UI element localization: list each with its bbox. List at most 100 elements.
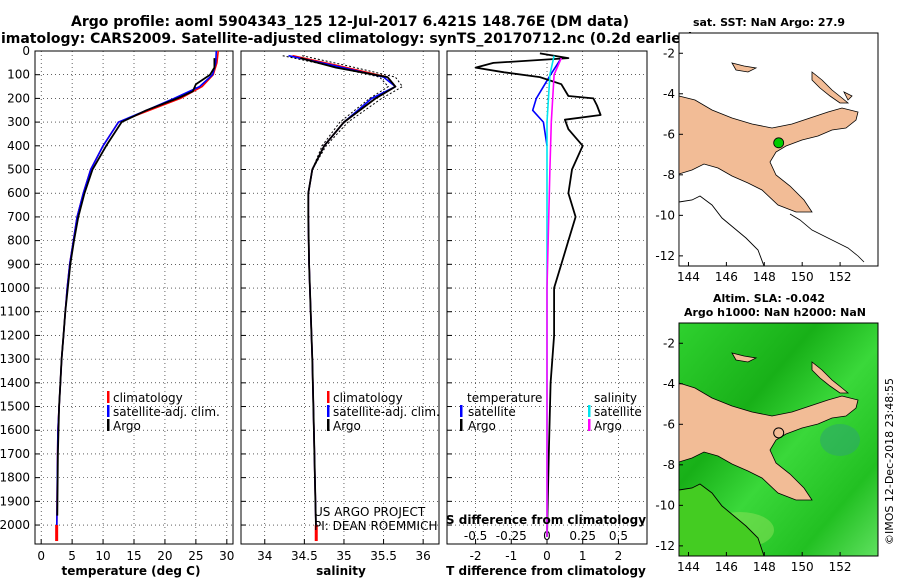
map-x-tick-label: 146 — [715, 270, 738, 284]
y-tick-label: 1400 — [0, 376, 30, 390]
map-x-tick-label: 146 — [715, 560, 738, 574]
legend-s-argo-diff: Argo — [594, 419, 622, 433]
x-tick-label: 0 — [543, 549, 551, 563]
map-y-tick-label: -10 — [655, 208, 675, 222]
legend-s-clim: climatology — [333, 391, 403, 405]
figure-title-line1: Argo profile: aoml 5904343_125 12-Jul-20… — [71, 14, 629, 30]
legend-t-sat-swatch — [460, 405, 463, 417]
temperature-panel-frame — [34, 50, 234, 545]
y-tick-label: 1200 — [0, 328, 30, 342]
figure-title-line2: Climatology: CARS2009. Satellite-adjuste… — [0, 31, 694, 47]
legend-clim-swatch — [107, 391, 110, 403]
y-tick-label: 0 — [22, 44, 30, 58]
sst-map-australia-coast — [678, 195, 765, 267]
series-difference-t-argo — [474, 52, 602, 537]
sst-map-new-guinea-land — [678, 95, 859, 213]
legend-s-argo-diff-swatch — [588, 419, 591, 431]
legend-s-sat-diff-swatch — [588, 405, 591, 417]
map-y-tick-label: -2 — [663, 336, 675, 350]
x-tick-label: 34.5 — [291, 549, 318, 563]
sst-map-island — [731, 62, 758, 73]
x-tick-label: 15 — [126, 549, 141, 563]
map-y-tick-label: -10 — [655, 498, 675, 512]
x-tick-label: 30 — [219, 549, 234, 563]
map-y-tick-label: -6 — [663, 127, 675, 141]
x-tick-label: 35.5 — [370, 549, 397, 563]
sst-map-islet — [843, 91, 853, 101]
map-y-tick-label: -2 — [663, 46, 675, 60]
sla-map-ticks: 144 146 148 150 152 -2 -4 -6 -8 -10 -12 — [655, 336, 851, 574]
map-y-tick-label: -8 — [663, 458, 675, 472]
x-tick-label: 5 — [68, 549, 76, 563]
y-tick-label: 1600 — [0, 423, 30, 437]
map-x-tick-label: 148 — [753, 560, 776, 574]
salinity-legend: climatology satellite-adj. clim. Argo — [327, 391, 440, 433]
temp-bottom-marker — [55, 525, 59, 542]
argo-position-ring — [773, 427, 785, 439]
difference-legend: temperature satellite Argo salinity sate… — [460, 391, 642, 433]
map-y-tick-label: -12 — [655, 249, 675, 263]
y-tick-label: 900 — [7, 257, 30, 271]
y-tick-label: 2000 — [0, 518, 30, 532]
sla-map-island — [731, 352, 758, 363]
s-tick-label: 0.5 — [609, 529, 628, 543]
sst-map-new-ireland — [811, 71, 850, 104]
legend-t-argo: Argo — [468, 419, 496, 433]
sla-map-title1: Altim. SLA: -0.042 — [713, 292, 825, 305]
series-difference-s-argo — [546, 57, 563, 537]
x-tick-label: 20 — [157, 549, 172, 563]
legend-sat: satellite-adj. clim. — [113, 405, 220, 419]
x-tick-label: 1 — [579, 549, 587, 563]
map-x-tick-label: 152 — [829, 270, 852, 284]
legend-s-argo: Argo — [333, 419, 361, 433]
salinity-std-envelope — [282, 55, 390, 537]
series-difference-t-satellite — [531, 57, 562, 146]
sla-map-anomaly-patch — [820, 424, 860, 456]
y-tick-label: 100 — [7, 68, 30, 82]
sst-map-title: sat. SST: NaN Argo: 27.9 — [693, 16, 845, 29]
y-tick-label: 600 — [7, 186, 30, 200]
legend-t-sat: satellite — [468, 405, 516, 419]
legend-argo: Argo — [113, 419, 141, 433]
y-tick-label: 1700 — [0, 447, 30, 461]
x-tick-label: 2 — [615, 549, 623, 563]
legend-s-argo-swatch — [327, 419, 330, 431]
map-x-tick-label: 144 — [677, 270, 700, 284]
s-tick-label: -0.25 — [496, 529, 527, 543]
x-tick-label: 34 — [257, 549, 272, 563]
legend-s-sat-swatch — [327, 405, 330, 417]
map-x-tick-label: 150 — [791, 560, 814, 574]
map-y-tick-label: -4 — [663, 377, 675, 391]
series-temperature-argo — [56, 58, 216, 516]
sla-map-new-guinea-land — [678, 382, 859, 501]
s-difference-label: S difference from climatology — [446, 513, 646, 527]
legend-sat-swatch — [107, 405, 110, 417]
x-tick-label: 35 — [336, 549, 351, 563]
legend-argo-swatch — [107, 419, 110, 431]
salinity-std-envelope — [302, 55, 404, 537]
sla-map-title2: Argo h1000: NaN h2000: NaN — [684, 306, 866, 319]
y-tick-label: 800 — [7, 234, 30, 248]
map-y-tick-label: -4 — [663, 87, 675, 101]
temperature-xlabel: temperature (deg C) — [62, 564, 201, 578]
argo-position-marker — [773, 137, 785, 149]
x-tick-label: -2 — [470, 549, 482, 563]
s-tick-label: -0.5 — [464, 529, 487, 543]
map-y-tick-label: -8 — [663, 168, 675, 182]
x-tick-label: 10 — [95, 549, 110, 563]
sst-map-reef-line — [789, 213, 865, 263]
difference-xlabel: T difference from climatology — [446, 564, 646, 578]
sst-map — [678, 32, 879, 267]
salinity-panel-frame — [240, 50, 440, 545]
x-tick-label: 0 — [37, 549, 45, 563]
axis-ticks: 0 5 10 15 20 25 300100200300400500600700800900… — [0, 44, 628, 563]
legend-clim: climatology — [113, 391, 183, 405]
x-tick-label: 36 — [416, 549, 431, 563]
legend-diff-temperature: temperature — [467, 391, 542, 405]
s-tick-label: 0.25 — [569, 529, 596, 543]
sst-map-ticks: 144 146 148 150 152 -2 -4 -6 -8 -10 -12 — [655, 46, 851, 284]
y-tick-label: 1300 — [0, 352, 30, 366]
map-y-tick-label: -6 — [663, 417, 675, 431]
profile-lines — [55, 50, 602, 542]
